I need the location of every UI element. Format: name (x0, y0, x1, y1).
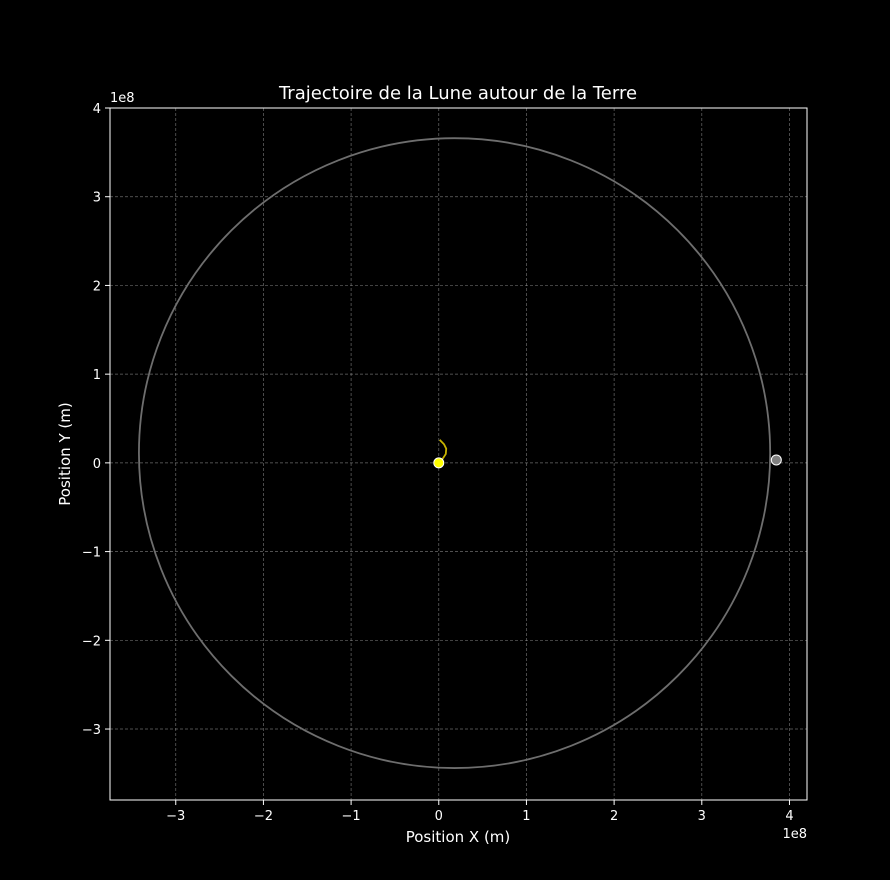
y-offset-text: 1e8 (110, 91, 135, 106)
moon-marker (770, 454, 782, 466)
x-tick-label: −3 (166, 809, 185, 824)
x-tick-label: 2 (610, 809, 618, 824)
x-axis-label: Position X (m) (406, 828, 511, 846)
y-tick-label: 2 (93, 279, 101, 294)
x-tick-label: 1 (522, 809, 530, 824)
y-tick-label: 3 (93, 191, 101, 206)
y-tick-label: 4 (93, 102, 101, 117)
x-tick-label: −2 (254, 809, 273, 824)
y-tick-label: −3 (82, 723, 101, 738)
x-tick-label: 0 (435, 809, 443, 824)
y-axis-label: Position Y (m) (56, 402, 74, 505)
chart-title: Trajectoire de la Lune autour de la Terr… (278, 83, 637, 104)
moon-orbit-line (138, 137, 772, 769)
y-tick-label: 1 (93, 368, 101, 383)
x-offset-text: 1e8 (782, 827, 807, 842)
axes-frame (109, 107, 808, 801)
earth-marker (433, 457, 445, 469)
y-tick-label: 0 (93, 457, 101, 472)
y-tick-label: −1 (82, 546, 101, 561)
x-axis: −3 −2 −1 0 1 2 3 4 (166, 800, 794, 824)
x-tick-label: −1 (342, 809, 361, 824)
y-tick-label: −2 (82, 634, 101, 649)
plot-area (138, 137, 782, 769)
x-tick-label: 4 (785, 809, 793, 824)
y-axis: −3 −2 −1 0 1 2 3 4 (82, 102, 110, 738)
x-tick-label: 3 (698, 809, 706, 824)
